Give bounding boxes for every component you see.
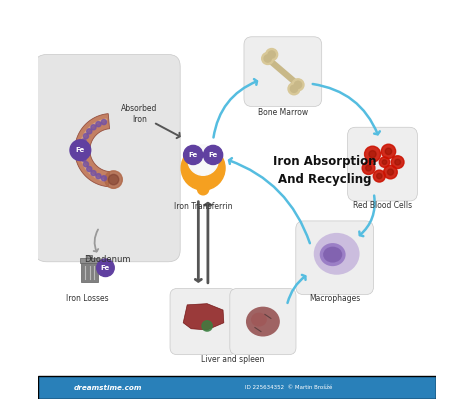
Circle shape <box>80 150 85 156</box>
Text: Absorbed
Iron: Absorbed Iron <box>121 104 157 124</box>
Circle shape <box>391 156 404 168</box>
Circle shape <box>101 120 107 125</box>
Circle shape <box>291 85 298 92</box>
Circle shape <box>188 145 218 175</box>
FancyBboxPatch shape <box>347 127 418 201</box>
Text: Fe: Fe <box>189 152 198 158</box>
FancyBboxPatch shape <box>80 258 100 262</box>
Circle shape <box>264 55 271 62</box>
Circle shape <box>294 81 301 88</box>
Circle shape <box>83 134 89 139</box>
Circle shape <box>97 259 114 276</box>
FancyBboxPatch shape <box>81 262 98 282</box>
Text: Iron Losses: Iron Losses <box>66 294 109 303</box>
Circle shape <box>81 156 86 162</box>
Circle shape <box>181 146 225 190</box>
Text: Macrophages: Macrophages <box>309 294 360 304</box>
Circle shape <box>387 169 393 175</box>
Polygon shape <box>75 114 109 187</box>
Circle shape <box>87 166 92 172</box>
FancyBboxPatch shape <box>170 288 236 355</box>
FancyBboxPatch shape <box>87 256 92 258</box>
Circle shape <box>379 157 390 167</box>
Circle shape <box>369 150 376 158</box>
Circle shape <box>198 184 209 195</box>
Text: Iron Transferrin: Iron Transferrin <box>174 202 232 211</box>
Circle shape <box>81 139 86 144</box>
FancyBboxPatch shape <box>296 221 374 295</box>
Ellipse shape <box>314 233 360 275</box>
Text: Fe: Fe <box>76 147 85 153</box>
Text: Liver and spleen: Liver and spleen <box>201 355 264 364</box>
Circle shape <box>365 146 381 162</box>
Circle shape <box>96 174 101 179</box>
Ellipse shape <box>251 313 267 326</box>
Circle shape <box>381 144 396 158</box>
FancyBboxPatch shape <box>230 288 296 355</box>
Ellipse shape <box>319 243 346 266</box>
Circle shape <box>202 321 212 331</box>
Circle shape <box>203 145 223 164</box>
FancyBboxPatch shape <box>35 54 180 262</box>
Text: Fe: Fe <box>101 265 110 271</box>
FancyBboxPatch shape <box>244 37 322 106</box>
Text: Fe: Fe <box>209 152 218 158</box>
Text: Red Blood Cells: Red Blood Cells <box>353 201 412 210</box>
Text: Bone Marrow: Bone Marrow <box>258 108 308 116</box>
Ellipse shape <box>323 247 342 262</box>
Circle shape <box>374 170 385 182</box>
Circle shape <box>91 170 96 176</box>
Ellipse shape <box>246 307 280 336</box>
Circle shape <box>109 174 118 185</box>
Circle shape <box>288 83 300 95</box>
FancyBboxPatch shape <box>38 376 436 399</box>
Text: Duodenum: Duodenum <box>84 255 131 264</box>
Circle shape <box>80 145 85 150</box>
Circle shape <box>395 159 401 165</box>
Circle shape <box>266 48 278 60</box>
Circle shape <box>362 162 375 174</box>
Polygon shape <box>183 304 224 330</box>
Circle shape <box>383 165 397 179</box>
Circle shape <box>377 173 382 179</box>
Circle shape <box>183 145 203 164</box>
Text: dreamstime.com: dreamstime.com <box>73 385 142 391</box>
Circle shape <box>101 176 107 181</box>
Circle shape <box>105 171 122 188</box>
Circle shape <box>382 160 387 164</box>
Circle shape <box>365 165 372 171</box>
Text: ID 225634352  © Martin Brošžé: ID 225634352 © Martin Brošžé <box>245 385 332 390</box>
Circle shape <box>262 52 273 64</box>
Circle shape <box>70 140 91 160</box>
Circle shape <box>87 129 92 134</box>
Text: Iron Absorption
And Recycling: Iron Absorption And Recycling <box>273 155 376 186</box>
Circle shape <box>83 162 89 167</box>
Circle shape <box>91 125 96 130</box>
Circle shape <box>385 148 392 154</box>
Circle shape <box>292 79 304 91</box>
Circle shape <box>268 51 275 58</box>
Circle shape <box>96 122 101 127</box>
